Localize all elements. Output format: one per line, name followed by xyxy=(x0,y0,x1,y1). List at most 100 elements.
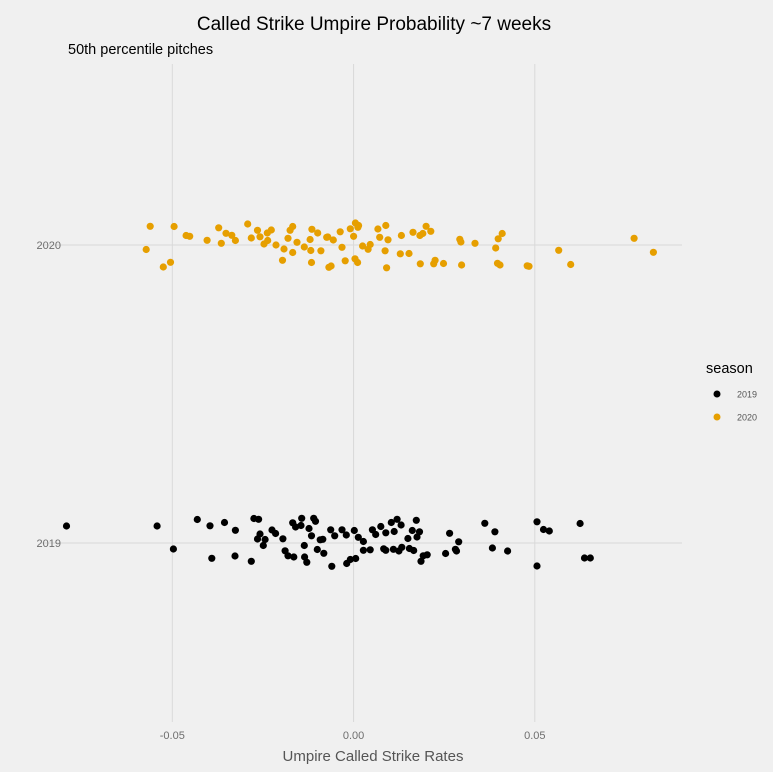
point-2019 xyxy=(62,522,71,530)
point-2019 xyxy=(352,554,360,563)
axis-ticks: -0.05 0.00 0.05 2019 2020 xyxy=(37,240,546,742)
point-2019 xyxy=(390,527,398,536)
point-2019 xyxy=(350,526,358,535)
point-2019 xyxy=(452,547,461,555)
point-2020 xyxy=(256,233,264,241)
point-2020 xyxy=(364,245,372,253)
point-2019 xyxy=(279,535,287,543)
chart-subtitle: 50th percentile pitches xyxy=(68,42,213,58)
point-2019 xyxy=(328,562,336,570)
point-2020 xyxy=(422,222,430,230)
point-2020 xyxy=(374,225,382,233)
point-2020 xyxy=(293,238,301,246)
point-2020 xyxy=(341,257,349,265)
y-tick-label: 2019 xyxy=(37,538,61,550)
point-2020 xyxy=(329,236,337,244)
point-2019 xyxy=(319,535,327,543)
point-2019 xyxy=(504,547,512,555)
point-2020 xyxy=(567,260,575,269)
point-2019 xyxy=(253,535,262,543)
point-2020 xyxy=(405,249,413,258)
point-2020 xyxy=(186,232,194,240)
point-2019 xyxy=(545,527,553,535)
point-2019 xyxy=(231,552,239,560)
point-2020 xyxy=(350,232,358,240)
point-2019 xyxy=(415,528,424,536)
point-2019 xyxy=(359,537,367,546)
point-2019 xyxy=(284,552,292,560)
point-2020 xyxy=(253,226,262,234)
x-tick-label: 0.05 xyxy=(524,730,545,742)
point-2019 xyxy=(313,545,321,554)
point-2019 xyxy=(387,518,395,527)
legend-title: season xyxy=(706,361,753,377)
point-2020 xyxy=(649,248,658,256)
point-2020 xyxy=(384,236,392,244)
point-2020 xyxy=(471,239,479,247)
point-2019 xyxy=(393,515,401,523)
point-2020 xyxy=(146,222,154,230)
point-2019 xyxy=(193,515,201,524)
point-2020 xyxy=(317,247,325,255)
y-tick-label: 2020 xyxy=(37,240,61,252)
legend-label-2020: 2020 xyxy=(737,413,757,423)
data-points xyxy=(62,219,658,570)
point-2020 xyxy=(396,250,404,258)
point-2020 xyxy=(525,262,533,270)
point-2020 xyxy=(382,221,390,230)
point-2020 xyxy=(327,262,335,270)
point-2020 xyxy=(307,246,315,255)
point-2019 xyxy=(297,521,305,530)
legend: season 2019 2020 xyxy=(706,361,757,423)
point-2019 xyxy=(231,526,239,534)
point-2019 xyxy=(398,543,406,551)
legend-label-2019: 2019 xyxy=(737,390,757,400)
point-2019 xyxy=(455,538,463,546)
point-2019 xyxy=(290,553,298,561)
point-2019 xyxy=(259,541,267,550)
point-2020 xyxy=(289,222,297,231)
point-2020 xyxy=(166,258,175,266)
point-2020 xyxy=(215,224,223,232)
point-2020 xyxy=(247,234,255,242)
point-2020 xyxy=(170,222,178,231)
point-2019 xyxy=(311,517,320,525)
point-2020 xyxy=(381,247,389,255)
point-2020 xyxy=(260,240,268,248)
point-2020 xyxy=(498,229,506,238)
x-tick-label: -0.05 xyxy=(160,730,185,742)
point-2019 xyxy=(354,533,362,541)
point-2020 xyxy=(308,225,316,233)
legend-key-2020 xyxy=(713,413,721,421)
point-2019 xyxy=(298,514,306,522)
x-axis-title: Umpire Called Strike Rates xyxy=(283,748,464,765)
point-2019 xyxy=(410,546,418,555)
point-2019 xyxy=(586,554,594,562)
point-2020 xyxy=(496,261,504,269)
point-2019 xyxy=(342,531,350,539)
point-2020 xyxy=(492,244,500,252)
point-2019 xyxy=(417,557,425,565)
point-2020 xyxy=(431,256,439,264)
point-2020 xyxy=(457,238,465,246)
point-2020 xyxy=(376,233,384,241)
point-2020 xyxy=(280,245,288,253)
point-2020 xyxy=(228,231,236,239)
point-2020 xyxy=(289,248,297,257)
point-2019 xyxy=(533,562,541,570)
point-2019 xyxy=(272,529,280,538)
point-2019 xyxy=(580,554,589,562)
point-2019 xyxy=(382,546,390,554)
point-2019 xyxy=(372,530,380,539)
point-2020 xyxy=(555,246,563,254)
point-2019 xyxy=(382,529,390,537)
point-2019 xyxy=(305,524,313,533)
point-2020 xyxy=(284,234,292,242)
point-2019 xyxy=(300,541,308,550)
point-2020 xyxy=(630,234,638,242)
point-2020 xyxy=(416,260,424,268)
point-2019 xyxy=(481,519,489,527)
point-2019 xyxy=(292,523,300,531)
point-2020 xyxy=(419,229,427,238)
